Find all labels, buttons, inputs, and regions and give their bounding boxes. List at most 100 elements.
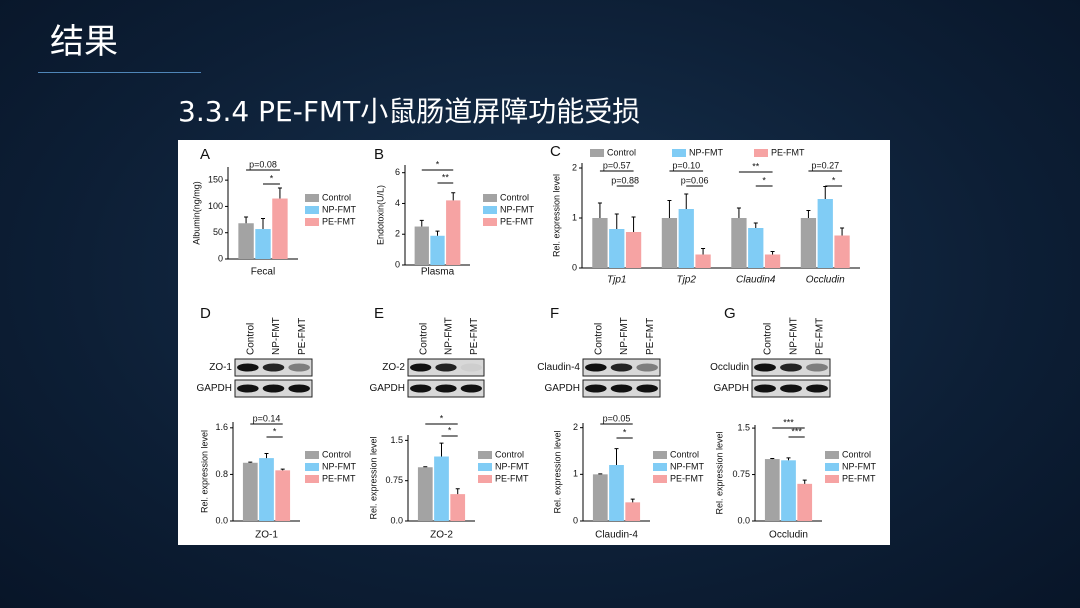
panel-letter: F [550,305,559,322]
bar [414,226,429,265]
error-bar [770,457,775,460]
significance-label: * [270,173,274,183]
legend-swatch [825,475,839,483]
legend-label: Control [842,449,871,459]
y-tick-label: 150 [208,175,223,185]
significance-label: ** [442,172,450,182]
blot-band [237,363,259,372]
blot-band [636,384,658,393]
y-tick-label: 0 [218,253,223,263]
x-tick-label: Claudin-4 [595,530,638,541]
panel-letter: D [200,305,211,322]
bar [275,470,291,521]
legend-swatch [478,451,492,459]
bar [272,198,288,259]
bar [238,223,254,259]
blot-lane-label: NP-FMT [271,317,282,355]
significance-label: * [273,426,277,436]
legend-swatch [825,451,839,459]
legend-label: PE-FMT [322,473,356,483]
blot-lane-label: NP-FMT [444,317,455,355]
legend-label: NP-FMT [322,204,356,214]
legend-swatch [590,149,604,157]
bar [446,200,461,265]
y-axis-label: Albumin(ng/mg) [191,181,201,245]
bar [764,254,781,268]
blot-band [585,384,607,393]
bar [800,218,817,268]
bar [625,232,642,268]
blot-row-label: GAPDH [713,383,749,394]
significance-label: p=0.10 [672,160,700,170]
error-bar [261,218,265,230]
legend-swatch [305,475,319,483]
legend-label: NP-FMT [842,461,876,471]
legend-swatch [653,451,667,459]
legend-label: NP-FMT [689,147,723,157]
y-tick-label: 0.8 [215,469,228,479]
significance-label: *** [783,417,794,427]
blot-band [288,363,310,372]
blot-band [806,363,828,372]
significance-label: ** [752,161,760,171]
legend-swatch [825,463,839,471]
legend-label: Control [322,449,351,459]
y-tick-label: 50 [213,227,223,237]
legend-label: Control [500,192,529,202]
blot-row-label: ZO-1 [209,362,232,373]
error-bar [439,442,444,457]
error-bar [244,216,249,224]
legend-label: PE-FMT [670,473,704,483]
y-tick-label: 0.75 [385,475,403,485]
panel-letter: A [200,146,210,163]
blot-band [780,363,802,372]
legend-label: PE-FMT [771,147,805,157]
blot-band [610,363,633,372]
title-rule [38,72,201,73]
error-bar [701,248,706,255]
error-bar [667,200,672,218]
legend-swatch [672,149,686,157]
legend-swatch [305,218,319,226]
blot-lane-label: Control [763,323,774,355]
blot-band [806,384,828,393]
significance-label: p=0.05 [603,413,631,423]
significance-label: *** [791,426,802,436]
error-bar [248,461,253,463]
significance-label: * [448,425,452,435]
significance-label: p=0.06 [681,175,709,185]
x-tick-label: Occludin [769,530,808,541]
blot-band [435,363,457,372]
blot-band [237,384,259,393]
blot-row-label: ZO-2 [382,362,405,373]
error-bar [451,192,456,201]
y-tick-label: 0.75 [732,469,750,479]
y-tick-label: 0.0 [215,515,228,525]
blot-lane-label: Control [418,323,429,355]
legend-label: Control [495,449,524,459]
significance-label: p=0.88 [611,175,639,185]
x-tick-label: Occludin [806,275,845,286]
significance-label: * [623,427,627,437]
blot-band [754,363,776,372]
error-bar [614,448,619,465]
legend-label: NP-FMT [670,461,704,471]
blot-band [435,384,457,393]
blot-lane-label: PE-FMT [815,318,826,355]
y-tick-label: 1.5 [390,435,403,445]
significance-label: p=0.27 [811,160,839,170]
legend-swatch [483,218,497,226]
error-bar [614,213,619,229]
y-tick-label: 0 [573,515,578,525]
legend-swatch [754,149,768,157]
bar [242,462,258,521]
legend-label: PE-FMT [495,473,529,483]
bar [731,218,747,268]
x-tick-label: Fecal [251,267,275,278]
panel-letter: C [550,143,561,160]
bar [695,254,711,268]
error-bar [684,193,689,209]
slide-title: 结果 [50,22,118,62]
significance-label: * [832,175,836,185]
blot-band [460,363,482,372]
